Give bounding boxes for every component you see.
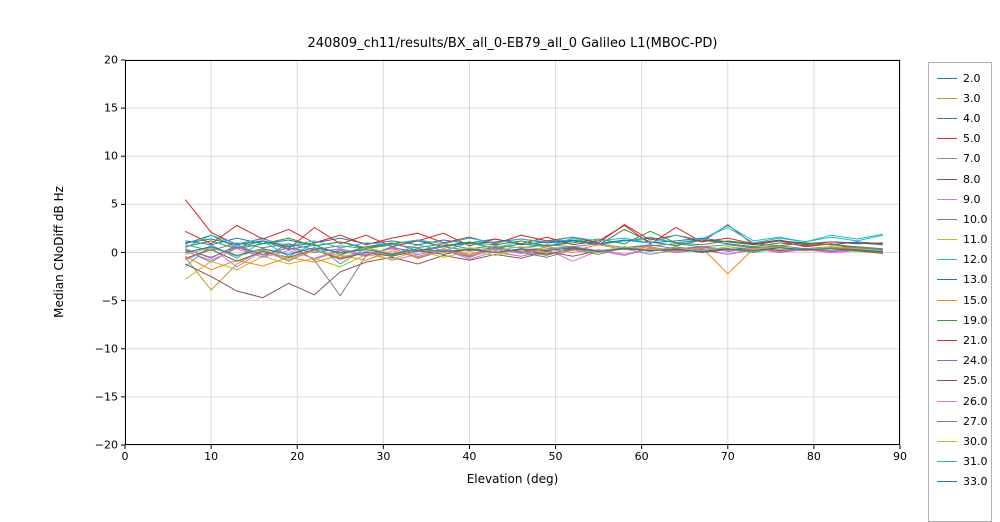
legend-label: 13.0 — [963, 273, 988, 287]
legend-item: 5.0 — [937, 129, 985, 149]
series-line — [185, 246, 883, 256]
y-tick-label: −5 — [101, 294, 118, 308]
legend-item: 10.0 — [937, 209, 988, 229]
series-line — [185, 230, 883, 250]
chart-title: 240809_ch11/results/BX_all_0-EB79_all_0 … — [307, 36, 718, 51]
figure: 240809_ch11/results/BX_all_0-EB79_all_0 … — [52, 36, 992, 522]
legend-label: 2.0 — [963, 71, 981, 85]
legend-item: 2.0 — [937, 68, 985, 88]
legend-label: 19.0 — [963, 313, 988, 327]
legend-label: 4.0 — [963, 111, 981, 125]
x-tick-label: 90 — [893, 450, 907, 463]
legend-swatch-line — [937, 299, 957, 301]
legend-label: 31.0 — [963, 455, 988, 469]
legend-label: 9.0 — [963, 192, 981, 206]
legend-swatch-line — [937, 481, 957, 483]
legend-swatch-line — [937, 117, 957, 119]
x-tick-label: 20 — [290, 450, 305, 463]
series-line — [185, 242, 883, 252]
x-tick-label: 60 — [634, 450, 649, 463]
x-tick-label: 0 — [121, 450, 129, 463]
y-tick-label: 20 — [104, 53, 118, 67]
legend-label: 3.0 — [963, 91, 981, 105]
legend-item: 9.0 — [937, 189, 985, 209]
legend-item: 30.0 — [937, 431, 988, 451]
legend-item: 4.0 — [937, 108, 985, 128]
legend-label: 5.0 — [963, 132, 981, 146]
series-line — [185, 224, 883, 246]
legend-swatch-line — [937, 340, 957, 342]
legend-item: 31.0 — [937, 452, 988, 472]
legend-swatch-line — [937, 420, 957, 422]
legend: 2.0 3.0 4.0 5.0 7.0 8.0 9.0 10.0 11.0 12.0 13.0 15.… — [928, 62, 992, 522]
legend-swatch-line — [937, 97, 957, 99]
legend-swatch-line — [937, 198, 957, 200]
legend-swatch-line — [937, 319, 957, 321]
legend-label: 27.0 — [963, 414, 988, 428]
legend-item: 26.0 — [937, 391, 988, 411]
legend-item: 8.0 — [937, 169, 985, 189]
y-tick-label: −15 — [94, 390, 118, 404]
legend-swatch-line — [937, 259, 957, 261]
legend-label: 10.0 — [963, 212, 988, 226]
legend-label: 7.0 — [963, 152, 981, 166]
legend-swatch-line — [937, 77, 957, 79]
legend-label: 15.0 — [963, 293, 988, 307]
y-axis-label: Median CNoDiff dB Hz — [52, 186, 66, 318]
x-tick-label: 10 — [204, 450, 219, 463]
legend-label: 12.0 — [963, 253, 988, 267]
legend-swatch-line — [937, 400, 957, 402]
x-tick-label: 40 — [462, 450, 477, 463]
legend-label: 24.0 — [963, 354, 988, 368]
legend-item: 19.0 — [937, 310, 988, 330]
x-axis-label: Elevation (deg) — [466, 472, 559, 486]
legend-item: 33.0 — [937, 472, 988, 492]
legend-swatch-line — [937, 239, 957, 241]
legend-swatch-line — [937, 360, 957, 362]
x-tick-label: 50 — [548, 450, 563, 463]
series-line — [185, 224, 883, 249]
legend-swatch-line — [937, 138, 957, 140]
legend-label: 30.0 — [963, 434, 988, 448]
legend-item: 13.0 — [937, 270, 988, 290]
legend-item: 25.0 — [937, 371, 988, 391]
legend-label: 8.0 — [963, 172, 981, 186]
legend-item: 3.0 — [937, 88, 985, 108]
x-tick-label: 80 — [806, 450, 821, 463]
legend-item: 11.0 — [937, 230, 988, 250]
axes-frame — [125, 60, 900, 445]
legend-label: 33.0 — [963, 475, 988, 489]
y-tick-label: 10 — [104, 149, 118, 163]
legend-swatch-line — [937, 158, 957, 160]
x-tick-label: 30 — [376, 450, 391, 463]
legend-item: 21.0 — [937, 330, 988, 350]
series-line — [185, 246, 883, 259]
legend-swatch-line — [937, 178, 957, 180]
y-tick-label: −20 — [94, 438, 118, 452]
legend-swatch-line — [937, 279, 957, 281]
legend-label: 25.0 — [963, 374, 988, 388]
y-tick-label: −10 — [94, 342, 118, 356]
y-tick-label: 0 — [111, 246, 118, 259]
plot-area — [121, 59, 901, 449]
legend-item: 24.0 — [937, 351, 988, 371]
legend-item: 7.0 — [937, 149, 985, 169]
legend-label: 11.0 — [963, 233, 988, 247]
legend-item: 15.0 — [937, 290, 988, 310]
x-tick-label: 70 — [720, 450, 735, 463]
legend-item: 27.0 — [937, 411, 988, 431]
legend-swatch-line — [937, 440, 957, 442]
legend-swatch-line — [937, 380, 957, 382]
y-tick-label: 5 — [111, 197, 118, 211]
legend-swatch-line — [937, 218, 957, 220]
y-tick-label: 15 — [104, 101, 118, 115]
legend-swatch-line — [937, 461, 957, 463]
legend-item: 12.0 — [937, 250, 988, 270]
legend-label: 26.0 — [963, 394, 988, 408]
legend-label: 21.0 — [963, 334, 988, 348]
